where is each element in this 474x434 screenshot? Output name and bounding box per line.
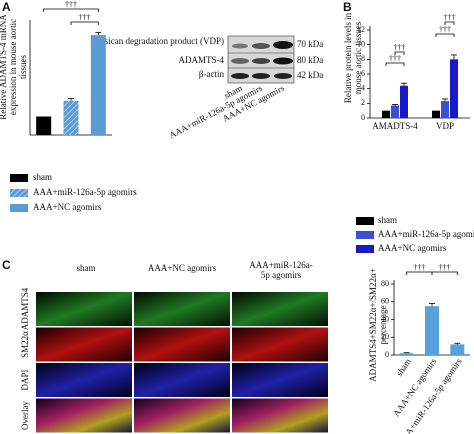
y-axis-label: Relative protein levels in mouse aortic … (343, 12, 363, 104)
bar (391, 105, 399, 118)
blot-band (231, 73, 249, 79)
panel-label: C (2, 258, 11, 272)
bar (441, 101, 449, 118)
bar (63, 100, 79, 135)
significance-label: ††† (394, 43, 406, 52)
legend-swatch (356, 245, 374, 253)
blot-band (232, 43, 248, 49)
significance-label: ††† (79, 13, 91, 22)
bar (90, 35, 106, 135)
row-label: Overlay (20, 401, 30, 430)
blot-lane-label: AAA+miR-126a-5p agomirs (168, 83, 265, 141)
micrograph (232, 363, 328, 397)
bar (432, 110, 440, 118)
significance-bracket (444, 21, 455, 25)
micrograph (36, 363, 132, 397)
legend-label: AAA+miR-126a-5p agomirs (378, 229, 474, 239)
blot-size: 70 kDa (297, 39, 323, 49)
row-label: ADAMTS4 (20, 287, 30, 330)
legend-label: AAA+NC agomirs (33, 202, 102, 212)
significance-bracket (431, 271, 458, 275)
blot-band-label: β-actin (199, 69, 225, 79)
significance-label: ††† (444, 13, 456, 22)
legend-label: AAA+NC agomirs (378, 243, 447, 253)
blot-band (252, 73, 270, 79)
significance-bracket (394, 51, 405, 55)
bar (450, 59, 458, 118)
significance-label: ††† (65, 0, 77, 9)
bar (399, 353, 414, 355)
significance-label: ††† (389, 54, 401, 63)
x-tick-label: VDP (436, 121, 454, 131)
y-tick-label: 10 (357, 39, 365, 48)
blot-band (252, 58, 270, 64)
y-tick-label: 40 (381, 314, 389, 323)
y-tick-label: 80 (381, 279, 389, 288)
y-axis-label: ADAMTS4+SM22α+/SM22α+ percentage (368, 268, 388, 382)
y-tick-label: 0 (385, 350, 389, 359)
micrograph (232, 292, 328, 326)
blot-band-label: Versican degradation product (VDP) (92, 36, 224, 46)
y-tick-label: 6 (361, 69, 365, 78)
legend-label: sham (33, 172, 52, 182)
legend-swatch (356, 217, 374, 225)
significance-label: ††† (439, 25, 451, 34)
significance-bracket (43, 8, 99, 12)
blot-band-label: ADAMTS-4 (178, 55, 224, 65)
micrograph (134, 292, 230, 326)
column-label: AAA+NC agomirs (147, 263, 217, 273)
significance-bracket (435, 33, 455, 37)
micrograph (232, 327, 328, 362)
y-tick-label: 12 (357, 25, 365, 34)
micrograph (134, 398, 230, 433)
legend-label: sham (378, 215, 397, 225)
significance-bracket (385, 62, 405, 66)
legend-swatch (10, 204, 28, 212)
y-tick-label: 8 (361, 54, 365, 63)
blot-band (252, 43, 270, 49)
micrograph (134, 327, 230, 362)
blot-size: 80 kDa (297, 55, 323, 65)
bar (425, 306, 439, 355)
column-label: sham (76, 263, 96, 273)
significance-bracket (406, 271, 433, 275)
legend-swatch (10, 189, 28, 197)
blot-band (273, 57, 293, 65)
bar (450, 344, 465, 355)
significance-label: ††† (413, 263, 425, 272)
legend-swatch (356, 231, 374, 239)
bar (400, 85, 408, 118)
significance-bracket (70, 21, 99, 25)
micrograph (36, 292, 132, 326)
blot-band (231, 58, 249, 64)
panel-label: B (343, 0, 352, 14)
y-tick-label: 2 (361, 98, 365, 107)
blot-band (273, 41, 293, 49)
blot-band (274, 73, 292, 79)
legend-swatch (10, 174, 28, 182)
y-axis-label: Relative ADAMTS-4 mRNA expression in mou… (0, 14, 28, 120)
y-tick-label: 4 (361, 83, 365, 92)
micrograph (134, 363, 230, 397)
panel-label: A (2, 0, 11, 14)
y-tick-label: 60 (381, 297, 389, 306)
bar (382, 110, 390, 118)
bar (36, 116, 52, 135)
y-tick-label: 20 (381, 332, 389, 341)
column-label: AAA+miR-126a-5p agomirs (249, 260, 313, 280)
row-label: SM22α (20, 331, 30, 358)
legend-label: AAA+miR-126a-5p agomirs (33, 187, 137, 197)
y-tick-label: 0 (361, 113, 365, 122)
row-label: DAPI (20, 369, 30, 390)
micrograph (36, 327, 132, 362)
blot-size: 42 kDa (297, 70, 323, 80)
micrograph (232, 398, 328, 433)
x-tick-label: sham (394, 357, 413, 378)
micrograph (36, 398, 132, 433)
significance-label: ††† (439, 263, 451, 272)
x-tick-label: AMADTS-4 (372, 121, 418, 131)
